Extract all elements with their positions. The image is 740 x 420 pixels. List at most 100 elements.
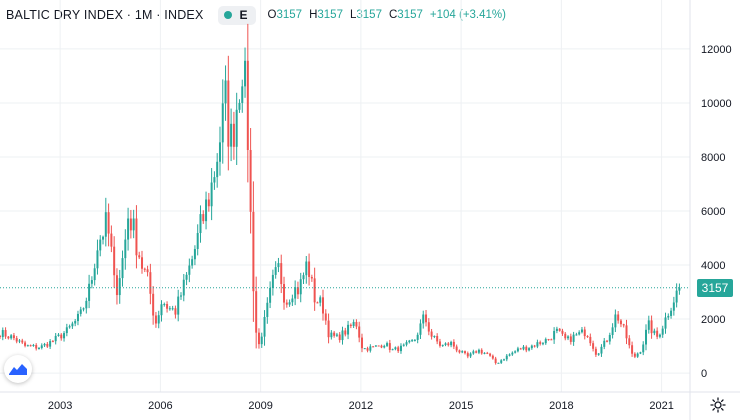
candle: [399, 343, 402, 354]
candle: [49, 339, 52, 350]
symbol-title[interactable]: BALTIC DRY INDEX · 1M · INDEX: [6, 8, 204, 22]
candle-body: [436, 335, 439, 342]
candle: [575, 332, 578, 336]
candle-body: [274, 267, 277, 275]
candle-body: [580, 329, 583, 333]
candle: [199, 205, 202, 243]
candle-body: [592, 343, 595, 349]
candle: [606, 339, 609, 343]
candle-body: [0, 335, 1, 338]
candle: [12, 332, 15, 341]
candle: [40, 343, 43, 350]
candle-body: [661, 328, 664, 335]
candle: [260, 332, 263, 348]
candle-body: [283, 284, 286, 303]
candle: [592, 340, 595, 352]
candle-body: [386, 343, 389, 346]
x-tick-label: 2021: [649, 400, 673, 412]
candle-body: [363, 348, 366, 350]
candle: [319, 295, 322, 307]
candle-body: [160, 304, 163, 316]
candle: [143, 267, 146, 273]
candle: [68, 324, 71, 329]
candle: [667, 313, 670, 320]
candle-body: [360, 337, 363, 349]
candle: [43, 342, 46, 347]
candle: [658, 333, 661, 339]
candle: [283, 276, 286, 310]
candle-body: [322, 297, 325, 314]
candle-body: [416, 334, 419, 340]
candle: [221, 79, 224, 164]
candle-body: [603, 340, 606, 347]
candle-body: [625, 325, 628, 339]
candle: [586, 335, 589, 338]
candle-body: [441, 344, 444, 346]
candle: [480, 348, 483, 355]
candle: [76, 310, 79, 326]
candle-body: [285, 302, 288, 305]
candle: [494, 356, 497, 365]
candle: [636, 352, 639, 358]
tradingview-logo-icon[interactable]: [4, 355, 32, 383]
candle-body: [37, 348, 40, 350]
candle-body: [472, 351, 475, 354]
candle: [88, 274, 91, 309]
candle-body: [500, 360, 503, 363]
candle: [544, 337, 547, 345]
candle: [397, 345, 400, 353]
gear-icon[interactable]: [708, 395, 728, 415]
candle: [628, 335, 631, 349]
y-tick-label: 10000: [701, 98, 732, 110]
candle-body: [302, 275, 305, 280]
candle-body: [288, 302, 291, 305]
candle: [54, 333, 57, 345]
candle-body: [533, 345, 536, 347]
candle: [430, 328, 433, 340]
x-tick-label: 2009: [248, 400, 272, 412]
candle-body: [168, 308, 171, 310]
candle: [405, 340, 408, 347]
candle-body: [104, 212, 107, 237]
candle: [664, 312, 667, 334]
candle-body: [430, 331, 433, 337]
candle: [138, 251, 141, 260]
candle-body: [678, 287, 681, 291]
candle: [369, 344, 372, 353]
candle-body: [205, 199, 208, 222]
candle: [461, 350, 464, 354]
candle-body: [366, 348, 369, 351]
candle-body: [388, 343, 391, 350]
candle-body: [622, 324, 625, 326]
candle: [285, 299, 288, 308]
candle-body: [51, 341, 54, 343]
candle: [363, 348, 366, 350]
candle-body: [656, 330, 659, 337]
candle-body: [43, 343, 46, 346]
candle: [274, 261, 277, 279]
candle-body: [664, 317, 667, 329]
candle-body: [380, 345, 383, 348]
candle-body: [280, 263, 283, 285]
candle-body: [408, 340, 411, 343]
candle-body: [369, 346, 372, 351]
candle-body: [413, 339, 416, 341]
candle-body: [452, 341, 455, 347]
candle: [113, 236, 116, 288]
candle-body: [74, 321, 77, 324]
candle-body: [628, 338, 631, 346]
candle-body: [141, 257, 144, 269]
x-tick-label: 2018: [549, 400, 573, 412]
candle-body: [127, 218, 130, 240]
candle: [653, 328, 656, 336]
candle-body: [4, 330, 7, 337]
candle: [218, 126, 221, 176]
candle-body: [60, 334, 63, 339]
candle-body: [146, 269, 149, 273]
candle-body: [444, 343, 447, 345]
candle-body: [583, 329, 586, 337]
candle-body: [308, 261, 311, 277]
market-status-badge[interactable]: E: [217, 5, 256, 25]
